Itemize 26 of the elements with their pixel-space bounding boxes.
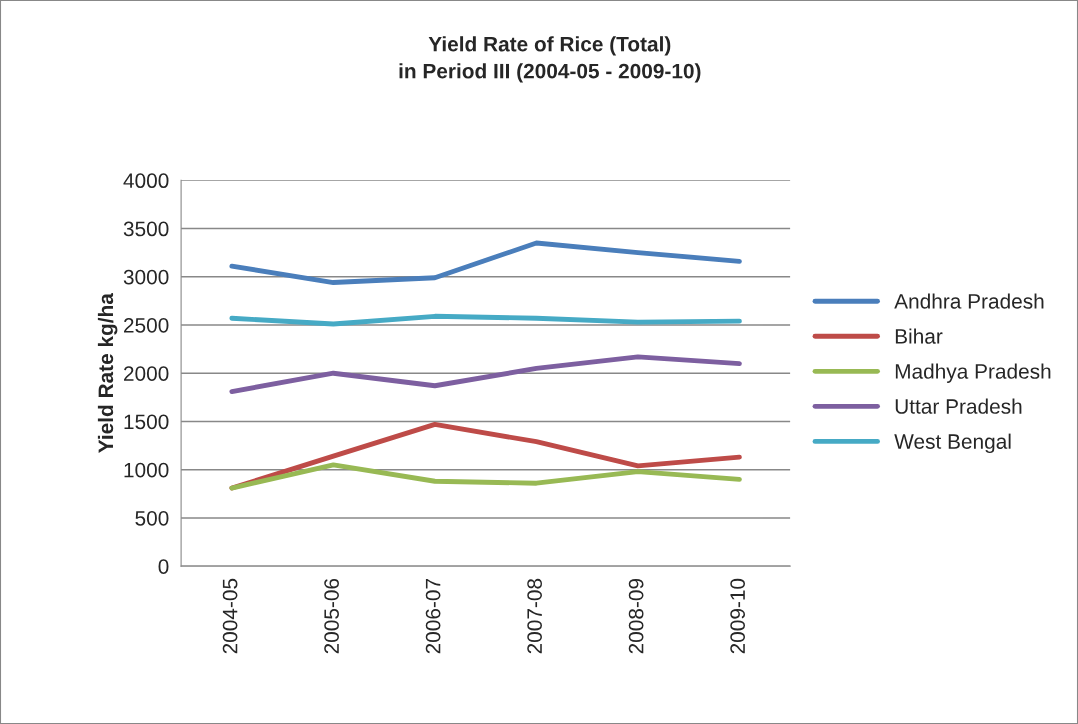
y-tick-label: 2000 — [124, 366, 169, 381]
y-tick-label: 3000 — [123, 269, 169, 285]
y-tick-label: 2500 — [124, 317, 169, 333]
legend-label: Andhra Pradesh — [894, 293, 1044, 309]
y-tick-label: 3500 — [123, 221, 169, 237]
legend-label: Madhya Pradesh — [895, 363, 1051, 383]
legend-label: Uttar Pradesh — [895, 398, 1022, 414]
x-tick-label: 2009-10 — [730, 578, 746, 654]
y-tick-label: 1000 — [124, 462, 169, 478]
y-tick-label: 0 — [158, 559, 169, 574]
line-series — [229, 240, 742, 285]
line-series — [229, 462, 742, 491]
y-tick-label: 4000 — [123, 173, 169, 189]
x-tick-label: 2005-06 — [324, 578, 339, 654]
legend-label: West Bengal — [894, 433, 1011, 454]
y-tick-label: 1500 — [124, 414, 169, 430]
line-series — [229, 354, 742, 394]
x-tick-label: 2007-08 — [527, 578, 542, 654]
y-tick-label: 500 — [135, 510, 169, 526]
x-tick-label: 2008-09 — [628, 578, 644, 654]
chart-title: Yield Rate of Rice (Total) in Period III (2004-05 - 2009-10) — [399, 36, 701, 83]
x-tick-label: 2004-05 — [222, 578, 238, 654]
line-series — [229, 313, 742, 327]
x-tick-label: 2006-07 — [425, 579, 441, 654]
legend-label: Bihar — [895, 328, 943, 344]
y-axis-title: Yield Rate kg/ha — [97, 293, 118, 453]
